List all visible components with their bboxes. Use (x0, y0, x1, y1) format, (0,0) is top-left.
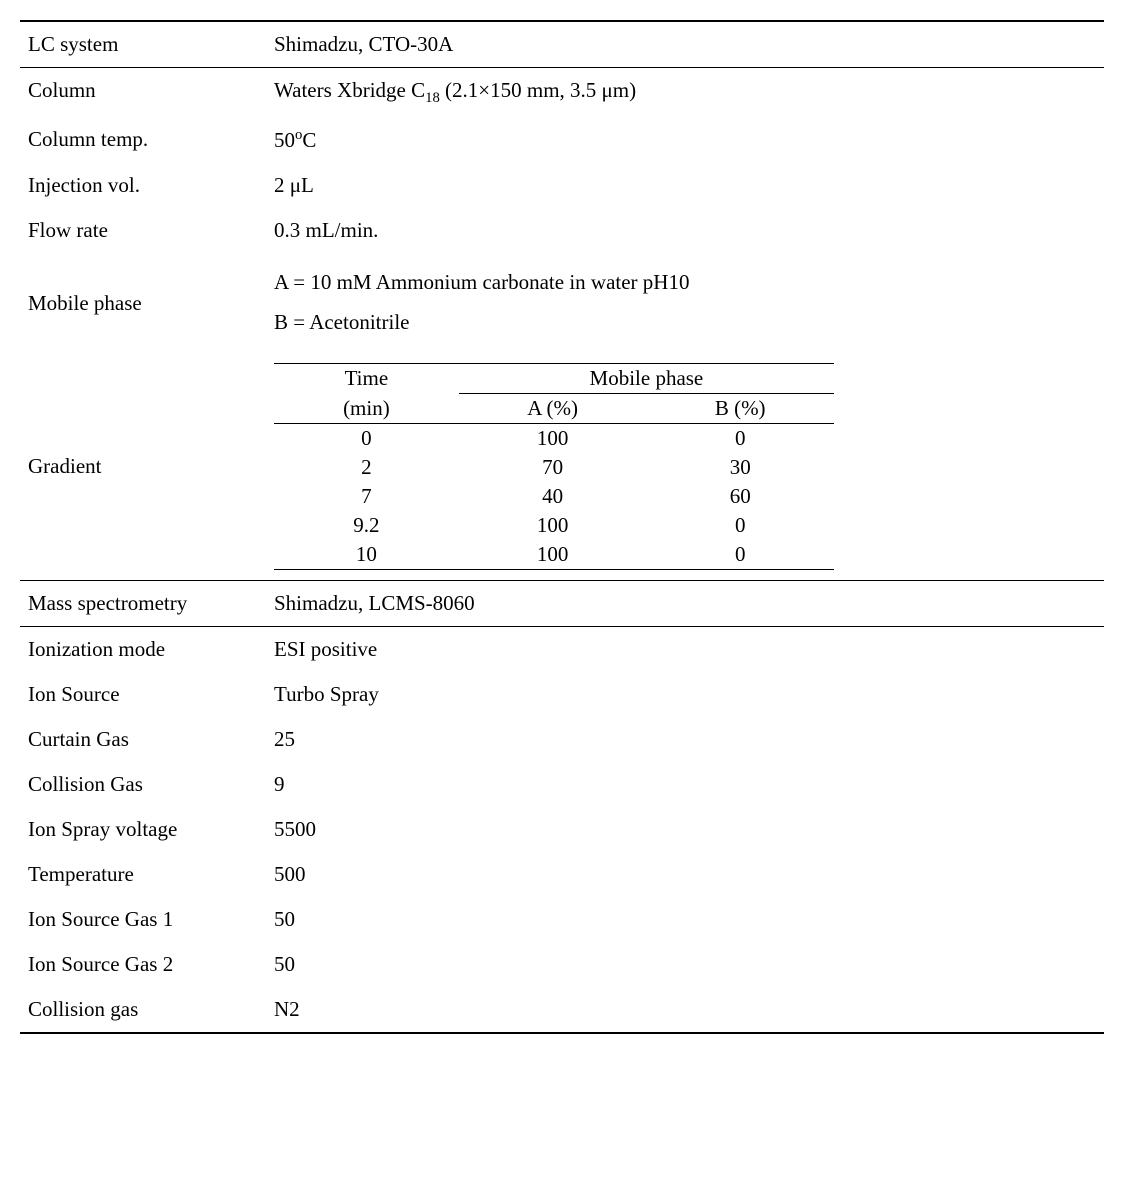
row-ion-source-gas-2: Ion Source Gas 2 50 (20, 942, 1104, 987)
value-ion-spray-voltage: 5500 (266, 807, 1104, 852)
mobile-phase-b: B = Acetonitrile (274, 303, 1096, 343)
value-ion-source-gas-1: 50 (266, 897, 1104, 942)
label-mass-spec: Mass spectrometry (20, 580, 266, 626)
grad-b: 30 (646, 453, 834, 482)
grad-b: 0 (646, 540, 834, 570)
value-ion-source: Turbo Spray (266, 672, 1104, 717)
gradient-row: 10 100 0 (274, 540, 834, 570)
label-injection-vol: Injection vol. (20, 163, 266, 208)
gradient-hdr-mobile: Mobile phase (459, 363, 834, 393)
gradient-header-row-1: Time Mobile phase (274, 363, 834, 393)
label-ion-spray-voltage: Ion Spray voltage (20, 807, 266, 852)
gradient-row: 7 40 60 (274, 482, 834, 511)
row-column: Column Waters Xbridge C18 (2.1×150 mm, 3… (20, 68, 1104, 118)
value-curtain-gas: 25 (266, 717, 1104, 762)
value-column: Waters Xbridge C18 (2.1×150 mm, 3.5 μm) (266, 68, 1104, 118)
value-collision-gas: 9 (266, 762, 1104, 807)
label-mobile-phase: Mobile phase (20, 253, 266, 353)
grad-time: 10 (274, 540, 459, 570)
label-ion-source-gas-2: Ion Source Gas 2 (20, 942, 266, 987)
label-collision-gas: Collision Gas (20, 762, 266, 807)
gradient-hdr-a: A (%) (459, 393, 647, 423)
value-lc-system: Shimadzu, CTO-30A (266, 21, 1104, 68)
label-column: Column (20, 68, 266, 118)
gradient-header-row-2: (min) A (%) B (%) (274, 393, 834, 423)
row-collision-gas: Collision Gas 9 (20, 762, 1104, 807)
row-injection-vol: Injection vol. 2 μL (20, 163, 1104, 208)
gradient-table: Time Mobile phase (min) A (%) B (%) 0 10… (274, 363, 834, 570)
row-lc-system: LC system Shimadzu, CTO-30A (20, 21, 1104, 68)
label-temperature: Temperature (20, 852, 266, 897)
value-temperature: 500 (266, 852, 1104, 897)
value-ion-source-gas-2: 50 (266, 942, 1104, 987)
label-lc-system: LC system (20, 21, 266, 68)
label-ionization: Ionization mode (20, 626, 266, 672)
label-ion-source: Ion Source (20, 672, 266, 717)
label-flow-rate: Flow rate (20, 208, 266, 253)
grad-a: 70 (459, 453, 647, 482)
gradient-cell: Time Mobile phase (min) A (%) B (%) 0 10… (266, 353, 1104, 581)
grad-time: 7 (274, 482, 459, 511)
gradient-row: 0 100 0 (274, 423, 834, 453)
grad-time: 2 (274, 453, 459, 482)
grad-b: 0 (646, 511, 834, 540)
row-gradient: Gradient Time Mobile phase (min) A (%) B… (20, 353, 1104, 581)
grad-b: 0 (646, 423, 834, 453)
grad-a: 100 (459, 423, 647, 453)
row-ionization: Ionization mode ESI positive (20, 626, 1104, 672)
grad-b: 60 (646, 482, 834, 511)
label-gradient: Gradient (20, 353, 266, 581)
grad-a: 100 (459, 540, 647, 570)
value-column-temp: 50oC (266, 117, 1104, 163)
gradient-row: 9.2 100 0 (274, 511, 834, 540)
grad-a: 40 (459, 482, 647, 511)
row-ion-source-gas-1: Ion Source Gas 1 50 (20, 897, 1104, 942)
gradient-hdr-time-unit: (min) (274, 393, 459, 423)
row-mass-spec: Mass spectrometry Shimadzu, LCMS-8060 (20, 580, 1104, 626)
parameters-table: LC system Shimadzu, CTO-30A Column Water… (20, 20, 1104, 1034)
row-mobile-phase: Mobile phase A = 10 mM Ammonium carbonat… (20, 253, 1104, 353)
value-flow-rate: 0.3 mL/min. (266, 208, 1104, 253)
row-collision-gas-2: Collision gas N2 (20, 987, 1104, 1033)
gradient-table-wrap: Time Mobile phase (min) A (%) B (%) 0 10… (274, 363, 834, 570)
value-ionization: ESI positive (266, 626, 1104, 672)
value-collision-gas-2: N2 (266, 987, 1104, 1033)
label-ion-source-gas-1: Ion Source Gas 1 (20, 897, 266, 942)
value-injection-vol: 2 μL (266, 163, 1104, 208)
row-curtain-gas: Curtain Gas 25 (20, 717, 1104, 762)
label-curtain-gas: Curtain Gas (20, 717, 266, 762)
gradient-row: 2 70 30 (274, 453, 834, 482)
row-column-temp: Column temp. 50oC (20, 117, 1104, 163)
row-ion-spray-voltage: Ion Spray voltage 5500 (20, 807, 1104, 852)
parameters-table-wrap: LC system Shimadzu, CTO-30A Column Water… (20, 20, 1104, 1034)
value-mobile-phase: A = 10 mM Ammonium carbonate in water pH… (266, 253, 1104, 353)
gradient-hdr-b: B (%) (646, 393, 834, 423)
grad-a: 100 (459, 511, 647, 540)
row-flow-rate: Flow rate 0.3 mL/min. (20, 208, 1104, 253)
mobile-phase-a: A = 10 mM Ammonium carbonate in water pH… (274, 263, 1096, 303)
row-temperature: Temperature 500 (20, 852, 1104, 897)
grad-time: 9.2 (274, 511, 459, 540)
row-ion-source: Ion Source Turbo Spray (20, 672, 1104, 717)
value-mass-spec: Shimadzu, LCMS-8060 (266, 580, 1104, 626)
label-column-temp: Column temp. (20, 117, 266, 163)
grad-time: 0 (274, 423, 459, 453)
label-collision-gas-2: Collision gas (20, 987, 266, 1033)
gradient-hdr-time: Time (274, 363, 459, 393)
